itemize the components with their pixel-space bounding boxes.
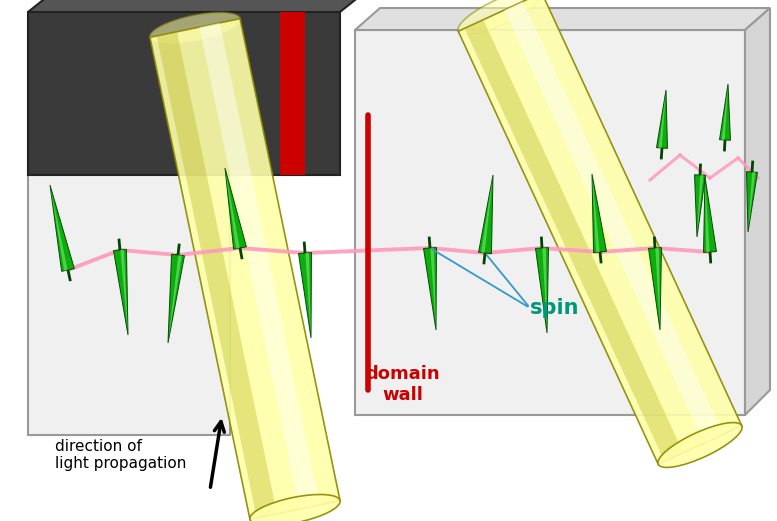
Polygon shape xyxy=(458,0,742,464)
Polygon shape xyxy=(748,172,755,232)
Polygon shape xyxy=(535,247,549,333)
Polygon shape xyxy=(657,90,667,148)
Polygon shape xyxy=(481,175,493,253)
Polygon shape xyxy=(504,2,723,443)
Polygon shape xyxy=(113,250,128,335)
Polygon shape xyxy=(592,174,607,253)
Polygon shape xyxy=(355,30,745,415)
Polygon shape xyxy=(465,20,683,462)
Polygon shape xyxy=(225,168,246,249)
Polygon shape xyxy=(50,185,75,271)
Ellipse shape xyxy=(250,494,340,521)
Polygon shape xyxy=(747,171,758,232)
Polygon shape xyxy=(168,255,182,343)
Text: domain
wall: domain wall xyxy=(366,365,441,404)
Polygon shape xyxy=(120,250,128,335)
Polygon shape xyxy=(655,248,660,330)
Polygon shape xyxy=(479,175,493,254)
Polygon shape xyxy=(298,253,312,338)
Polygon shape xyxy=(28,12,340,175)
Polygon shape xyxy=(703,177,716,253)
Polygon shape xyxy=(50,185,68,271)
Polygon shape xyxy=(28,108,265,145)
Polygon shape xyxy=(200,23,320,509)
Polygon shape xyxy=(423,247,437,330)
Polygon shape xyxy=(745,8,770,415)
Polygon shape xyxy=(592,174,600,252)
Polygon shape xyxy=(695,175,706,237)
Polygon shape xyxy=(150,19,340,519)
Polygon shape xyxy=(28,145,230,435)
Polygon shape xyxy=(225,168,239,249)
Text: spin: spin xyxy=(530,298,580,318)
Polygon shape xyxy=(430,247,436,330)
Polygon shape xyxy=(168,254,184,343)
Ellipse shape xyxy=(458,0,542,34)
Polygon shape xyxy=(649,247,661,330)
Ellipse shape xyxy=(658,423,742,467)
Polygon shape xyxy=(157,32,277,518)
Polygon shape xyxy=(720,84,730,140)
Text: direction of
light propagation: direction of light propagation xyxy=(55,439,186,471)
Polygon shape xyxy=(28,0,365,12)
Polygon shape xyxy=(722,84,728,140)
Polygon shape xyxy=(355,8,770,30)
Polygon shape xyxy=(659,90,666,148)
Ellipse shape xyxy=(150,13,240,44)
Polygon shape xyxy=(705,177,709,252)
Polygon shape xyxy=(697,175,703,237)
Polygon shape xyxy=(542,248,547,333)
Polygon shape xyxy=(280,12,305,175)
Polygon shape xyxy=(305,253,311,338)
